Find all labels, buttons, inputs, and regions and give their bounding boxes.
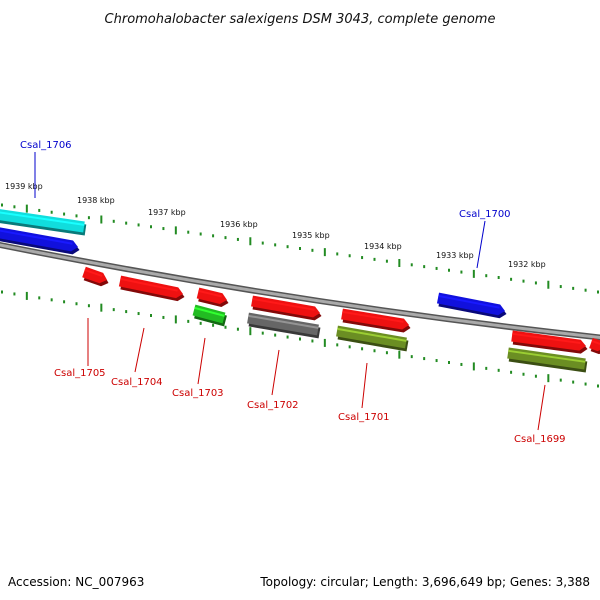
tick-label: 1934 kbp: [364, 242, 402, 251]
gene-feature: [507, 347, 588, 373]
tick-label: 1933 kbp: [436, 251, 474, 260]
page-title: Chromohalobacter salexigens DSM 3043, co…: [105, 12, 496, 27]
gene-highlight: [252, 297, 315, 311]
gene-highlight: [194, 306, 225, 317]
gene-feature: [247, 312, 321, 339]
gene-highlight: [508, 349, 586, 363]
leader-line: [271, 349, 280, 396]
gene-features: [0, 209, 600, 373]
gene-highlight: [512, 332, 581, 345]
backbone: [0, 241, 600, 341]
label-leaders: [34, 152, 546, 431]
leader-line: [197, 337, 206, 385]
gene-label: Csal_1700: [459, 209, 511, 220]
gene-feature: [436, 292, 507, 319]
gene-label: Csal_1702: [247, 400, 299, 411]
tick-label: 1935 kbp: [292, 231, 330, 240]
tick-label: 1939 kbp: [5, 182, 43, 191]
gene-highlight: [438, 294, 500, 309]
backbone-line: [0, 243, 600, 339]
gene-feature: [0, 227, 80, 255]
gene-feature: [511, 330, 588, 354]
leader-line: [134, 327, 145, 373]
gene-label: Csal_1703: [172, 388, 224, 399]
tick-track-upper: [1, 203, 599, 294]
tick-track-lower: [1, 290, 599, 388]
accession-text: Accession: NC_007963: [8, 575, 144, 589]
leader-line: [361, 362, 368, 409]
gene-feature: [251, 295, 322, 321]
leader-line: [476, 220, 486, 269]
gene-highlight: [198, 289, 222, 298]
gene-label: Csal_1699: [514, 434, 566, 445]
topology-summary: Topology: circular; Length: 3,696,649 bp…: [259, 575, 590, 589]
gene-highlight: [591, 339, 600, 345]
gene-label: Csal_1704: [111, 377, 163, 388]
gene-highlight: [248, 314, 319, 329]
gene-body: [589, 337, 600, 352]
tick-label: 1938 kbp: [77, 196, 115, 205]
gene-feature: [589, 337, 600, 355]
tick-label: 1937 kbp: [148, 208, 186, 217]
gene-label: Csal_1701: [338, 412, 390, 423]
gene-feature: [0, 209, 87, 236]
gene-label: Csal_1705: [54, 368, 106, 379]
gene-highlight: [0, 229, 73, 245]
tick-label: 1936 kbp: [220, 220, 258, 229]
tick-labels: 1939 kbp 1938 kbp 1937 kbp 1936 kbp 1935 kbp…: [5, 182, 546, 269]
gene-highlight: [120, 277, 178, 292]
tick-label: 1932 kbp: [508, 260, 546, 269]
gene-feature: [196, 287, 229, 307]
gene-feature: [192, 304, 227, 327]
gene-highlight: [84, 268, 103, 277]
gene-labels: Csal_1706 Csal_1705 Csal_1704 Csal_1703 Csal…: [20, 140, 566, 445]
gene-feature: [341, 308, 411, 333]
gene-highlight: [337, 327, 407, 342]
leader-line: [537, 384, 546, 431]
gene-feature: [336, 325, 409, 352]
gene-feature: [82, 266, 109, 287]
gene-highlight: [0, 211, 85, 226]
gene-label: Csal_1706: [20, 140, 72, 151]
gene-highlight: [342, 310, 404, 323]
gene-feature: [118, 275, 185, 302]
